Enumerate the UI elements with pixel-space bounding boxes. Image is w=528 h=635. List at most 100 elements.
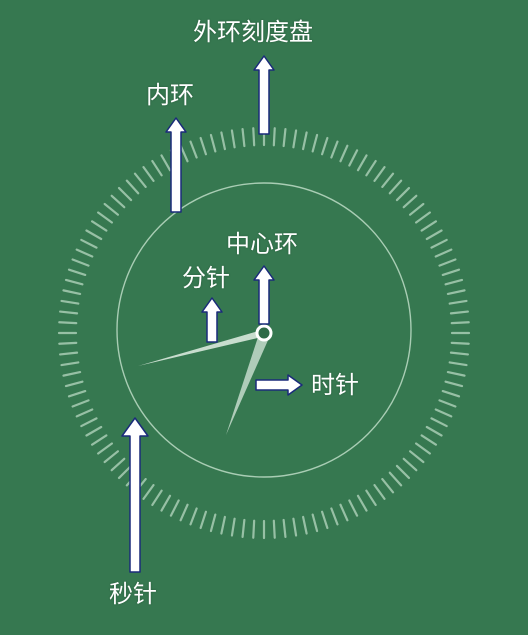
- dial-tick: [67, 390, 87, 398]
- dial-tick: [388, 471, 403, 487]
- dial-tick: [441, 390, 461, 398]
- dial-tick: [160, 154, 172, 172]
- dial-tick: [67, 268, 87, 276]
- dial-tick: [381, 478, 395, 494]
- dial-tick: [59, 310, 79, 315]
- dial-tick: [125, 179, 140, 195]
- dial-tick: [450, 341, 470, 345]
- dial-tick: [438, 258, 457, 267]
- dial-tick: [330, 140, 339, 159]
- dial-tick: [62, 289, 82, 296]
- dial-tick: [365, 159, 377, 177]
- dial-tick: [58, 341, 78, 345]
- dial-tick: [209, 133, 217, 153]
- dial-tick: [169, 499, 180, 517]
- dial-tick: [441, 268, 461, 276]
- dial-tick: [230, 129, 236, 149]
- dial-tick: [438, 399, 457, 408]
- dial-tick: [71, 258, 90, 267]
- dial-tick: [103, 202, 120, 216]
- dial-tick: [444, 278, 464, 286]
- dial-tick: [75, 408, 94, 418]
- dial-tick: [64, 380, 84, 388]
- dial-tick: [252, 519, 256, 539]
- second-hand-arrow: [121, 417, 149, 573]
- dial-tick: [395, 186, 411, 202]
- minute-hand-arrow: [201, 297, 223, 343]
- dial-tick: [356, 494, 368, 512]
- dial-tick: [348, 149, 359, 167]
- dial-tick: [90, 220, 108, 232]
- dial-tick: [282, 128, 287, 148]
- dial-tick: [292, 129, 298, 149]
- dial-tick: [321, 510, 329, 530]
- dial-tick: [199, 510, 207, 530]
- dial-tick: [75, 248, 94, 258]
- dial-tick: [142, 484, 155, 500]
- dial-tick: [179, 503, 189, 522]
- dial-tick: [220, 515, 227, 535]
- outer-dial-label: 外环刻度盘: [193, 18, 313, 46]
- dial-tick: [356, 154, 368, 172]
- dial-tick: [444, 380, 464, 388]
- dial-tick: [90, 434, 108, 446]
- dial-tick: [301, 131, 308, 151]
- dial-tick: [97, 442, 114, 455]
- dial-tick: [420, 434, 438, 446]
- dial-tick: [446, 289, 466, 296]
- dial-tick: [402, 457, 418, 472]
- dial-tick: [103, 450, 120, 464]
- dial-tick: [85, 425, 103, 437]
- hour-hand-label: 时针: [311, 371, 359, 399]
- dial-tick: [117, 464, 133, 480]
- dial-tick: [71, 399, 90, 408]
- dial-tick: [373, 166, 386, 182]
- dial-tick: [151, 489, 163, 507]
- dial-tick: [80, 238, 98, 249]
- dial-tick: [199, 136, 207, 156]
- outer-dial-ticks: [57, 126, 471, 540]
- inner-ring-arrow: [165, 117, 187, 213]
- dial-tick: [80, 417, 98, 428]
- dial-tick: [97, 211, 114, 224]
- dial-tick: [282, 518, 287, 538]
- dial-tick: [448, 361, 468, 367]
- dial-tick: [292, 517, 298, 537]
- dial-tick: [448, 299, 468, 305]
- dial-tick: [220, 131, 227, 151]
- dial-tick: [430, 417, 448, 428]
- dial-tick: [160, 494, 172, 512]
- dial-tick: [189, 507, 198, 526]
- dial-tick: [209, 513, 217, 533]
- dial-tick: [64, 278, 84, 286]
- dial-tick: [85, 229, 103, 241]
- dial-tick: [151, 159, 163, 177]
- inner-ring-label: 内环: [146, 81, 194, 109]
- dial-tick: [420, 220, 438, 232]
- dial-tick: [430, 238, 448, 249]
- dial-tick: [110, 194, 126, 209]
- dial-tick: [301, 515, 308, 535]
- dial-tick: [133, 172, 147, 188]
- dial-tick: [252, 127, 256, 147]
- dial-tick: [241, 128, 246, 148]
- dial-tick: [449, 351, 469, 356]
- dial-tick: [142, 166, 155, 182]
- dial-tick: [60, 299, 80, 305]
- dial-tick: [415, 211, 431, 224]
- dial-tick: [62, 370, 82, 377]
- dial-tick: [311, 513, 319, 533]
- outer-dial-arrow: [253, 55, 275, 135]
- second-hand: [226, 334, 269, 435]
- center-ring-arrow: [253, 265, 275, 325]
- dial-tick: [189, 140, 198, 159]
- dial-tick: [60, 361, 80, 367]
- dial-tick: [58, 321, 78, 325]
- dial-tick: [415, 442, 431, 455]
- dial-tick: [230, 517, 236, 537]
- dial-tick: [272, 519, 276, 539]
- dial-tick: [373, 484, 386, 500]
- dial-tick: [179, 144, 189, 163]
